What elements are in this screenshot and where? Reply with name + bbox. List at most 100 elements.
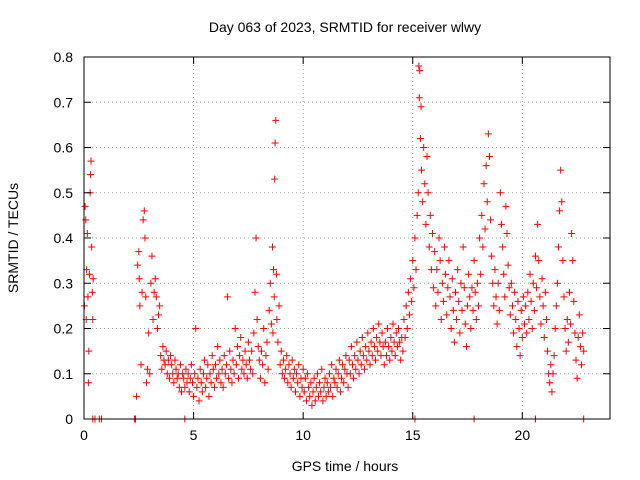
data-point: [224, 293, 232, 301]
data-point: [476, 234, 484, 242]
data-point: [358, 334, 366, 342]
data-point: [571, 329, 579, 337]
data-point: [449, 306, 457, 314]
data-point: [402, 302, 410, 310]
axes: 0 0.1 0.2 0.3 0.4 0.5 0.6 0.7 0.8 0 5 10 15 20: [54, 49, 610, 443]
data-point: [460, 284, 468, 292]
data-point: [250, 329, 258, 337]
data-point: [552, 302, 560, 310]
y-tick-label: 0.6: [54, 140, 74, 156]
data-point: [182, 365, 190, 373]
data-point: [472, 315, 480, 323]
data-point: [488, 252, 496, 260]
data-point: [482, 162, 490, 170]
data-point: [339, 361, 347, 369]
data-point: [477, 270, 485, 278]
data-point: [247, 365, 255, 373]
data-point: [318, 365, 326, 373]
data-point: [551, 325, 559, 332]
data-point: [272, 270, 280, 278]
data-point: [335, 356, 343, 364]
data-point: [535, 257, 543, 265]
data-point: [433, 266, 441, 274]
data-point: [389, 320, 397, 328]
data-point: [82, 216, 90, 224]
data-point: [276, 361, 284, 369]
data-point: [307, 379, 315, 387]
data-point: [308, 401, 316, 409]
data-point: [386, 356, 394, 364]
data-point: [155, 311, 163, 319]
data-point: [546, 379, 554, 387]
x-axis-label: GPS time / hours: [292, 458, 399, 474]
data-point: [320, 383, 328, 391]
data-point: [81, 202, 89, 210]
data-point: [483, 198, 491, 206]
data-point: [471, 288, 479, 296]
data-point: [274, 338, 282, 346]
data-point: [492, 293, 500, 301]
data-point: [220, 352, 228, 360]
data-point: [331, 379, 339, 387]
data-point: [382, 352, 390, 360]
data-point: [231, 325, 239, 332]
data-point: [536, 293, 544, 301]
data-point: [508, 302, 516, 310]
data-point: [464, 302, 472, 310]
data-point: [378, 329, 386, 337]
data-point: [436, 257, 444, 265]
data-point: [235, 374, 243, 382]
data-point: [254, 343, 262, 351]
data-point: [484, 130, 492, 138]
data-point: [88, 243, 96, 251]
data-point: [443, 311, 451, 319]
data-point: [156, 302, 164, 310]
data-point: [549, 370, 557, 378]
data-point: [261, 379, 269, 387]
data-point: [357, 361, 365, 369]
data-point: [373, 334, 381, 342]
data-point: [271, 175, 279, 183]
data-point: [496, 189, 504, 197]
data-point: [401, 334, 409, 342]
y-tick-label: 0.5: [54, 185, 74, 201]
data-point: [325, 370, 333, 378]
data-point: [475, 302, 482, 310]
data-point: [541, 288, 549, 296]
data-point: [461, 320, 469, 328]
data-point: [87, 157, 95, 165]
data-point: [473, 279, 481, 287]
data-point: [263, 338, 271, 346]
data-point: [512, 315, 520, 323]
data-point: [485, 153, 493, 161]
data-point: [84, 379, 92, 387]
data-point: [216, 356, 224, 364]
x-tick-label: 5: [190, 427, 198, 443]
data-point: [454, 266, 462, 274]
data-point: [342, 352, 350, 360]
data-point: [524, 288, 532, 296]
data-point: [327, 383, 335, 391]
data-point: [181, 383, 189, 391]
data-point: [527, 297, 535, 305]
data-point: [256, 374, 264, 382]
data-point: [162, 347, 170, 355]
x-tick-label: 15: [405, 427, 421, 443]
data-point: [503, 229, 511, 237]
data-point: [353, 338, 361, 346]
data-point: [172, 365, 180, 373]
data-point: [158, 365, 166, 373]
data-point: [271, 139, 279, 147]
data-point: [397, 356, 405, 364]
data-point: [317, 388, 325, 396]
data-point: [558, 198, 566, 206]
data-point: [444, 284, 452, 292]
data-point: [208, 352, 216, 360]
data-point: [574, 334, 582, 342]
data-point: [435, 234, 443, 242]
data-point: [534, 220, 542, 228]
data-point: [516, 352, 524, 360]
data-point: [573, 374, 581, 382]
data-point: [219, 383, 227, 391]
data-point: [550, 352, 558, 360]
